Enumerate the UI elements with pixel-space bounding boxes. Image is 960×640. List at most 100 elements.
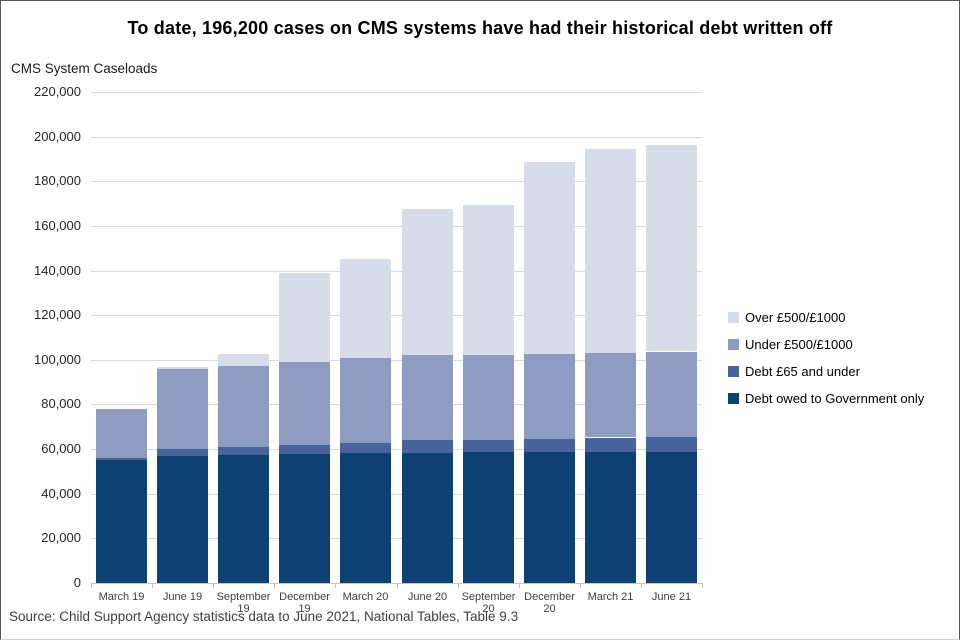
bar-segment-june-21-debt-owed-to-government-only (646, 451, 697, 583)
bar-segment-march-20-debt-owed-to-government-only (340, 452, 391, 583)
legend-swatch-icon (728, 312, 739, 323)
bar-segment-march-19-debt-owed-to-government-only (96, 460, 147, 584)
gridline (91, 315, 702, 316)
legend-item-debt-owed-to-government-only: Debt owed to Government only (728, 390, 924, 407)
x-tick-label-march-19: March 19 (98, 591, 145, 603)
bar-segment-september-20-debt-owed-to-government-only (463, 452, 514, 583)
bar-segment-december-20-over-500-1000 (524, 162, 575, 355)
x-axis-tick (213, 583, 214, 588)
x-tick-label-march-21: March 21 (587, 591, 634, 603)
bar-segment-december-20-under-500-1000 (524, 354, 575, 439)
bar-segment-june-19-under-500-1000 (157, 369, 208, 450)
gridline (91, 226, 702, 227)
y-tick-label: 180,000 (34, 173, 81, 188)
y-tick-label: 220,000 (34, 84, 81, 99)
bar-segment-march-21-under-500-1000 (585, 352, 636, 438)
y-tick-label: 0 (73, 575, 81, 590)
y-tick-label: 60,000 (41, 441, 81, 456)
gridline (91, 181, 702, 182)
legend-label: Under £500/£1000 (745, 337, 853, 352)
x-axis-tick (641, 583, 642, 588)
x-tick-label-december-19: December 19 (279, 591, 330, 615)
bar-segment-march-21-over-500-1000 (585, 149, 636, 353)
x-axis-tick (152, 583, 153, 588)
y-tick-label: 100,000 (34, 352, 81, 367)
bar-segment-june-21-under-500-1000 (646, 351, 697, 437)
legend-item-debt-65-and-under: Debt £65 and under (728, 363, 924, 380)
legend-swatch-icon (728, 339, 739, 350)
legend-item-under-500-1000: Under £500/£1000 (728, 336, 924, 353)
legend-swatch-icon (728, 366, 739, 377)
bar-segment-december-19-under-500-1000 (279, 361, 330, 446)
x-tick-label-march-20: March 20 (342, 591, 389, 603)
x-tick-label-june-19: June 19 (162, 591, 203, 603)
legend-label: Debt £65 and under (745, 364, 860, 379)
bar-segment-september-20-under-500-1000 (463, 354, 514, 441)
x-tick-label-september-19: September 19 (216, 591, 271, 615)
x-axis-tick (702, 583, 703, 588)
y-tick-label: 160,000 (34, 218, 81, 233)
y-axis-title: CMS System Caseloads (11, 61, 158, 76)
y-tick-label: 120,000 (34, 307, 81, 322)
y-tick-label: 200,000 (34, 129, 81, 144)
bar-segment-march-21-debt-owed-to-government-only (585, 452, 636, 583)
gridline (91, 92, 702, 93)
bar-segment-september-19-debt-65-and-under (218, 446, 269, 455)
bar-segment-september-19-under-500-1000 (218, 365, 269, 447)
x-axis-tick (91, 583, 92, 588)
bar-segment-june-20-over-500-1000 (402, 208, 453, 356)
legend: Over £500/£1000 Under £500/£1000 Debt £6… (728, 309, 924, 417)
bar-segment-june-20-debt-65-and-under (402, 440, 453, 453)
bar-segment-december-20-debt-owed-to-government-only (524, 452, 575, 583)
x-tick-label-september-20: September 20 (461, 591, 516, 615)
y-tick-label: 80,000 (41, 396, 81, 411)
bar-segment-march-20-over-500-1000 (340, 258, 391, 358)
y-tick-label: 140,000 (34, 263, 81, 278)
gridline (91, 449, 702, 450)
bar-segment-september-19-over-500-1000 (218, 354, 269, 366)
source-note: Source: Child Support Agency statistics … (9, 609, 519, 624)
bar-segment-september-20-over-500-1000 (463, 205, 514, 355)
legend-label: Debt owed to Government only (745, 391, 925, 406)
bar-segment-march-20-under-500-1000 (340, 357, 391, 444)
x-axis-tick (397, 583, 398, 588)
y-tick-label: 40,000 (41, 486, 81, 501)
chart-title: To date, 196,200 cases on CMS systems ha… (127, 18, 833, 38)
gridline (91, 137, 702, 138)
bar-segment-june-19-debt-owed-to-government-only (157, 456, 208, 583)
bar-segment-june-19-over-500-1000 (157, 367, 208, 369)
legend-label: Over £500/£1000 (745, 310, 846, 325)
legend-item-over-500-1000: Over £500/£1000 (728, 309, 924, 326)
x-tick-label-june-21: June 21 (651, 591, 692, 603)
gridline (91, 271, 702, 272)
bar-segment-june-20-under-500-1000 (402, 355, 453, 441)
y-tick-label: 20,000 (41, 530, 81, 545)
bar-segment-december-19-over-500-1000 (279, 272, 330, 362)
bar-segment-march-21-debt-65-and-under (585, 437, 636, 452)
bar-segment-march-19-debt-65-and-under (96, 457, 147, 461)
bar-segment-june-21-over-500-1000 (646, 145, 697, 352)
x-axis-tick (519, 583, 520, 588)
bar-segment-december-19-debt-65-and-under (279, 445, 330, 454)
bar-segment-june-20-debt-owed-to-government-only (402, 452, 453, 583)
x-axis-tick (458, 583, 459, 588)
bar-segment-december-19-debt-owed-to-government-only (279, 453, 330, 583)
bar-segment-june-19-debt-65-and-under (157, 449, 208, 457)
x-axis-tick (274, 583, 275, 588)
bar-segment-september-20-debt-65-and-under (463, 440, 514, 453)
bar-segment-june-21-debt-65-and-under (646, 436, 697, 452)
x-tick-label-june-20: June 20 (407, 591, 448, 603)
gridline (91, 538, 702, 539)
gridline (91, 494, 702, 495)
bar-segment-march-20-debt-65-and-under (340, 443, 391, 453)
x-axis-tick (580, 583, 581, 588)
x-tick-label-december-20: December 20 (524, 591, 575, 615)
bar-segment-september-19-debt-owed-to-government-only (218, 454, 269, 583)
gridline (91, 404, 702, 405)
bar-segment-december-20-debt-65-and-under (524, 438, 575, 453)
bar-segment-march-19-under-500-1000 (96, 408, 147, 458)
x-axis-tick (335, 583, 336, 588)
legend-swatch-icon (728, 393, 739, 404)
